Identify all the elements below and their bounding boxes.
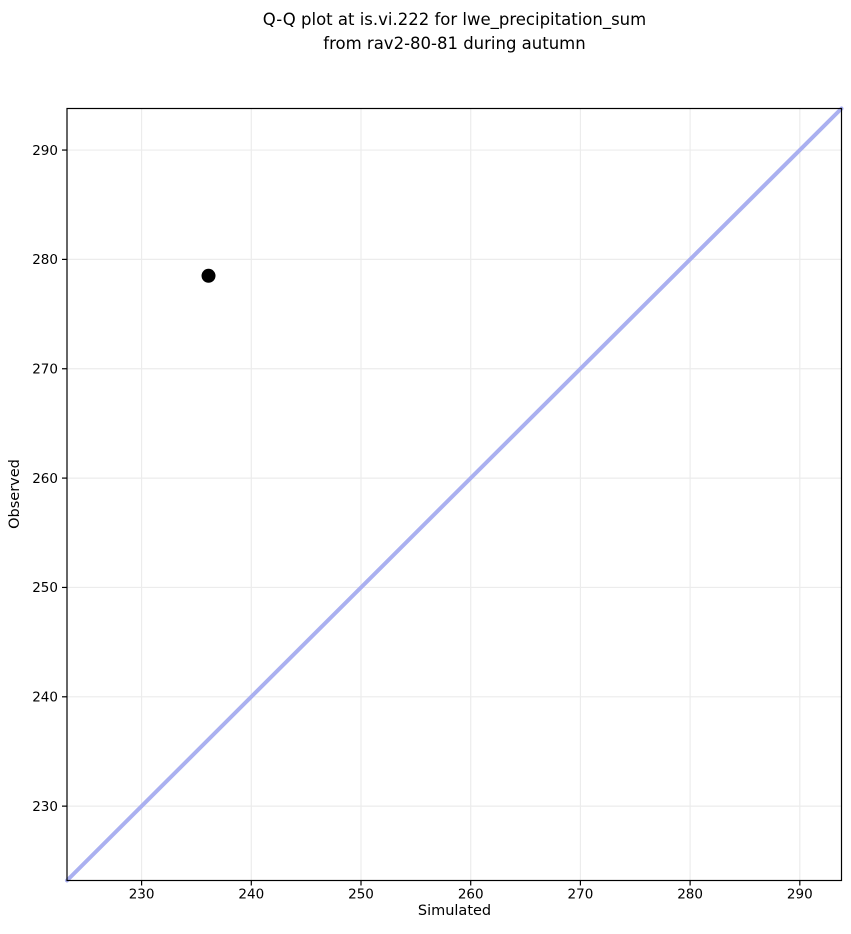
x-tick-label: 280 xyxy=(677,887,703,903)
plot-frame xyxy=(66,107,843,882)
x-tick-label: 230 xyxy=(129,887,155,903)
x-tick-label: 270 xyxy=(568,887,594,903)
y-tick-label: 270 xyxy=(32,361,58,377)
y-tick-label: 250 xyxy=(32,580,58,596)
x-tick-label: 240 xyxy=(238,887,264,903)
x-tick-label: 290 xyxy=(787,887,813,903)
y-axis-label: Observed xyxy=(7,459,23,529)
y-tick-label: 230 xyxy=(32,799,58,815)
y-tick-label: 240 xyxy=(32,689,58,705)
identity-line xyxy=(65,106,844,883)
y-tick-label: 290 xyxy=(32,143,58,159)
y-tick-label: 260 xyxy=(32,471,58,487)
x-tick-label: 250 xyxy=(348,887,374,903)
x-tick-label: 260 xyxy=(458,887,484,903)
x-axis-label: Simulated xyxy=(417,903,492,919)
y-tick-label: 280 xyxy=(32,252,58,268)
chart-title: Q-Q plot at is.vi.222 for lwe_precipitat… xyxy=(262,10,647,53)
data-point xyxy=(201,268,216,283)
